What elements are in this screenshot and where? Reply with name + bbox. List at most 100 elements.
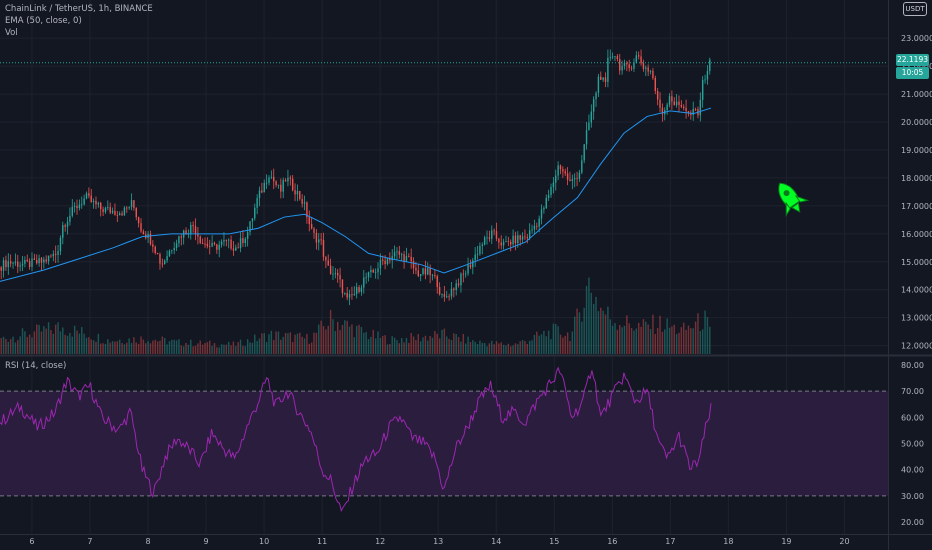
candle-body	[422, 268, 424, 275]
candle-body	[467, 264, 469, 274]
volume-bar	[469, 341, 472, 354]
candle-body	[277, 184, 280, 186]
volume-bar	[619, 324, 621, 354]
candle-body	[242, 238, 244, 244]
candle-body	[619, 59, 621, 71]
volume-bar	[156, 341, 159, 354]
candle-body	[528, 230, 531, 239]
candle-body	[578, 172, 581, 179]
candle-body	[296, 191, 299, 195]
volume-bar	[538, 335, 540, 354]
candle-body	[576, 178, 578, 179]
candle-body	[28, 261, 31, 267]
candle-body	[26, 259, 28, 262]
volume-bar	[457, 337, 460, 354]
candle-body	[671, 96, 673, 102]
candle-body	[659, 99, 661, 108]
candle-body	[306, 202, 308, 218]
volume-bar	[315, 332, 318, 354]
candle-body	[256, 198, 258, 208]
candle-body	[57, 251, 59, 255]
volume-bar	[446, 336, 448, 354]
volume-bar	[645, 321, 647, 354]
candle-body	[431, 275, 434, 276]
volume-bar	[704, 310, 706, 354]
volume-bar	[443, 328, 446, 354]
volume-bar	[585, 285, 588, 354]
candle-body	[531, 229, 533, 231]
candle-body	[415, 267, 417, 271]
candle-body	[258, 190, 261, 199]
currency-button[interactable]: USDT	[903, 2, 927, 16]
candle-body	[204, 243, 206, 245]
candle-body	[438, 287, 441, 295]
candle-body	[661, 107, 664, 115]
candle-body	[52, 253, 55, 257]
candle-body	[429, 268, 431, 276]
volume-bar	[313, 332, 315, 354]
volume-bar	[709, 326, 711, 354]
volume-bar	[284, 332, 287, 354]
volume-bar	[128, 338, 130, 354]
volume-bar	[178, 339, 180, 354]
candle-body	[543, 208, 545, 210]
volume-bar	[59, 331, 62, 354]
rsi-tick-label: 50.00	[901, 440, 924, 449]
candle-body	[102, 209, 104, 212]
candle-body	[31, 258, 33, 267]
volume-legend[interactable]: Vol	[5, 28, 18, 38]
candle-body	[562, 169, 564, 172]
volume-bar	[683, 322, 685, 354]
volume-bar	[69, 332, 71, 354]
volume-bar	[7, 341, 10, 354]
candle-body	[133, 200, 135, 208]
candle-body	[446, 296, 448, 298]
candle-body	[464, 273, 467, 275]
volume-bar	[652, 314, 654, 354]
volume-bar	[201, 344, 204, 354]
volume-bar	[12, 336, 14, 354]
candle-body	[666, 104, 668, 111]
candle-body	[244, 238, 246, 244]
volume-bar	[33, 331, 36, 354]
rocket-icon[interactable]	[768, 178, 812, 218]
x-tick-label: 9	[203, 537, 208, 546]
volume-bar	[488, 343, 491, 354]
volume-bar	[223, 344, 225, 354]
candle-body	[536, 225, 538, 227]
volume-bar	[460, 341, 462, 354]
volume-bar	[258, 338, 261, 354]
volume-bar	[621, 327, 623, 354]
candle-body	[261, 190, 263, 193]
candle-body	[654, 77, 656, 91]
volume-bar	[583, 307, 585, 354]
candle-body	[559, 165, 562, 170]
candle-body	[9, 261, 12, 264]
volume-bar	[114, 341, 116, 354]
rsi-legend[interactable]: RSI (14, close)	[5, 361, 67, 371]
volume-bar	[118, 339, 121, 354]
candle-body	[88, 193, 90, 196]
volume-bar	[227, 341, 230, 354]
volume-bar	[611, 325, 614, 354]
volume-bar	[111, 341, 114, 354]
rsi-tick-label: 20.00	[901, 518, 924, 527]
volume-bar	[436, 333, 438, 354]
volume-bar	[678, 332, 680, 354]
candle-body	[308, 217, 310, 225]
x-tick-label: 15	[549, 537, 559, 546]
volume-bar	[175, 340, 178, 354]
symbol-legend[interactable]: ChainLink / TetherUS, 1h, BINANCE	[5, 4, 153, 14]
candle-body	[483, 237, 486, 245]
volume-bar	[519, 341, 521, 354]
volume-bar	[367, 339, 370, 354]
volume-bar	[623, 325, 626, 354]
volume-bar	[9, 339, 12, 354]
volume-bar	[649, 329, 652, 354]
volume-bar	[590, 292, 593, 354]
ema-legend[interactable]: EMA (50, close, 0)	[5, 16, 82, 26]
candle-body	[649, 70, 652, 72]
candle-body	[21, 263, 24, 266]
price-tick-label: 20.0000	[901, 118, 932, 127]
